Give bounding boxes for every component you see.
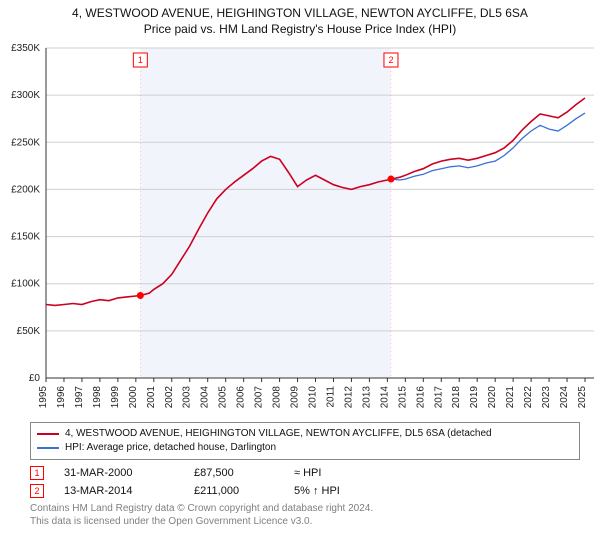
svg-text:2019: 2019 [469, 386, 480, 409]
svg-text:£250K: £250K [11, 137, 40, 148]
svg-text:2012: 2012 [343, 386, 354, 409]
svg-text:2021: 2021 [505, 386, 516, 409]
svg-text:1996: 1996 [56, 386, 67, 409]
svg-text:2015: 2015 [397, 386, 408, 409]
svg-text:2006: 2006 [236, 386, 247, 409]
svg-text:£0: £0 [29, 373, 41, 384]
svg-text:2024: 2024 [559, 386, 570, 409]
svg-text:2023: 2023 [541, 386, 552, 409]
svg-text:2014: 2014 [379, 386, 390, 409]
legend-swatch-subject [37, 433, 59, 435]
svg-text:2011: 2011 [325, 386, 336, 408]
chart-title-block: 4, WESTWOOD AVENUE, HEIGHINGTON VILLAGE,… [0, 0, 600, 38]
legend-item-subject: 4, WESTWOOD AVENUE, HEIGHINGTON VILLAGE,… [37, 427, 573, 441]
sale-marker-2: 2 [30, 484, 44, 498]
legend-item-hpi: HPI: Average price, detached house, Darl… [37, 441, 573, 455]
svg-text:2002: 2002 [164, 386, 175, 409]
sale-price-2: £211,000 [194, 485, 274, 497]
svg-text:2000: 2000 [128, 386, 139, 409]
svg-text:1998: 1998 [92, 386, 103, 409]
svg-text:1999: 1999 [110, 386, 121, 409]
svg-text:£50K: £50K [17, 326, 41, 337]
svg-text:2016: 2016 [415, 386, 426, 409]
svg-text:2005: 2005 [218, 386, 229, 409]
svg-text:2004: 2004 [200, 386, 211, 409]
sale-date-1: 31-MAR-2000 [64, 467, 174, 479]
svg-text:£300K: £300K [11, 90, 40, 101]
svg-text:2010: 2010 [308, 386, 319, 409]
svg-text:£100K: £100K [11, 279, 40, 290]
title-line2: Price paid vs. HM Land Registry's House … [4, 22, 596, 36]
sale-marker-1: 1 [30, 466, 44, 480]
svg-text:2001: 2001 [146, 386, 157, 409]
price-chart: £0 £50K £100K £150K £200K £250K £300K £350K 1995… [0, 38, 600, 418]
footer-line1: Contains HM Land Registry data © Crown c… [30, 502, 580, 515]
sale-hpi-1: ≈ HPI [294, 467, 374, 479]
svg-text:2003: 2003 [182, 386, 193, 409]
sale-rows: 1 31-MAR-2000 £87,500 ≈ HPI 2 13-MAR-201… [30, 466, 580, 498]
legend-label-subject: 4, WESTWOOD AVENUE, HEIGHINGTON VILLAGE,… [65, 427, 492, 441]
svg-text:2013: 2013 [361, 386, 372, 409]
chart-svg: £0 £50K £100K £150K £200K £250K £300K £350K 1995… [0, 38, 600, 418]
sale-price-1: £87,500 [194, 467, 274, 479]
footer-line2: This data is licensed under the Open Gov… [30, 515, 580, 528]
svg-text:2009: 2009 [290, 386, 301, 409]
svg-text:2025: 2025 [577, 386, 588, 409]
title-line1: 4, WESTWOOD AVENUE, HEIGHINGTON VILLAGE,… [4, 6, 596, 20]
sale-date-2: 13-MAR-2014 [64, 485, 174, 497]
svg-text:1: 1 [138, 55, 143, 65]
svg-text:2007: 2007 [254, 386, 265, 409]
legend: 4, WESTWOOD AVENUE, HEIGHINGTON VILLAGE,… [30, 422, 580, 460]
svg-text:£200K: £200K [11, 184, 40, 195]
legend-label-hpi: HPI: Average price, detached house, Darl… [65, 441, 276, 455]
svg-text:£350K: £350K [11, 43, 40, 54]
svg-text:2: 2 [388, 55, 393, 65]
svg-text:£150K: £150K [11, 232, 40, 243]
svg-text:2020: 2020 [487, 386, 498, 409]
svg-text:2022: 2022 [523, 386, 534, 409]
sale-hpi-2: 5% ↑ HPI [294, 485, 374, 497]
footer-note: Contains HM Land Registry data © Crown c… [30, 502, 580, 528]
svg-text:1997: 1997 [74, 386, 85, 409]
legend-swatch-hpi [37, 447, 59, 449]
svg-text:2017: 2017 [433, 386, 444, 409]
svg-text:2018: 2018 [451, 386, 462, 409]
svg-text:2008: 2008 [272, 386, 283, 409]
sale-row-1: 1 31-MAR-2000 £87,500 ≈ HPI [30, 466, 580, 480]
svg-text:1995: 1995 [38, 386, 49, 409]
sale-row-2: 2 13-MAR-2014 £211,000 5% ↑ HPI [30, 484, 580, 498]
